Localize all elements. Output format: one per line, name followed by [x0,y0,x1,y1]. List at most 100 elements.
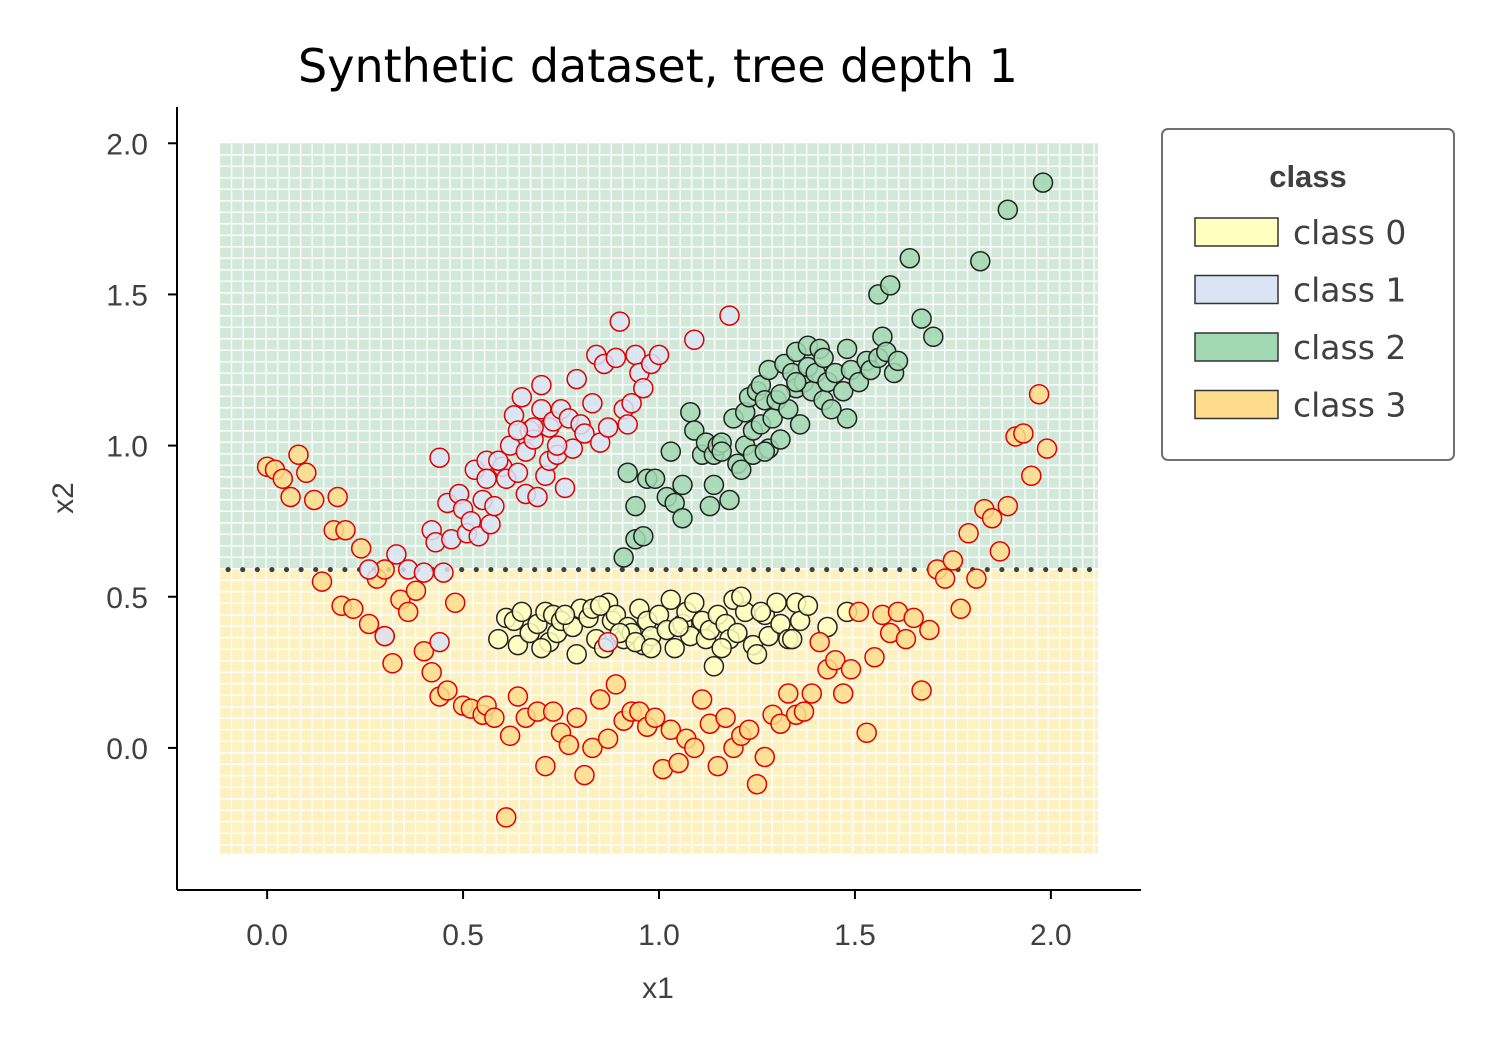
data-point-class-1 [511,386,533,408]
threshold-dot [225,566,231,573]
data-point-class-3 [1021,465,1042,487]
data-point-class-1 [554,477,576,499]
data-point-class-3 [1028,383,1050,405]
threshold-dot [882,566,888,573]
data-point-class-3 [856,722,877,744]
data-point-class-3 [335,519,356,541]
data-point-class-1 [429,631,450,653]
data-point-class-3 [793,701,815,722]
data-point-class-0 [711,637,732,659]
data-point-class-2 [887,350,909,372]
data-point-class-0 [797,595,819,617]
y-tick-label: 1.5 [106,279,148,312]
data-point-class-2 [731,459,752,481]
data-point-class-3 [934,568,956,589]
data-point-class-1 [648,344,670,366]
data-point-class-1 [617,414,638,435]
data-point-class-3 [542,701,564,722]
threshold-dot [984,566,990,573]
data-point-class-3 [597,728,619,750]
data-point-class-0 [781,628,803,650]
data-point-class-0 [731,586,752,608]
data-point-class-3 [327,486,348,508]
data-point-class-3 [754,746,776,768]
data-point-class-3 [684,737,705,759]
data-point-class-3 [715,707,736,728]
data-point-class-3 [280,486,301,508]
x-axis-label: x1 [642,972,674,1005]
data-point-class-3 [382,653,403,674]
data-point-class-3 [644,707,666,728]
data-point-class-1 [507,462,529,484]
data-point-class-0 [664,637,685,659]
data-point-class-3 [942,550,964,571]
threshold-dot [1072,566,1078,573]
data-point-class-2 [970,250,991,272]
data-point-class-0 [727,622,748,644]
threshold-dot [794,566,801,573]
data-point-class-2 [911,308,932,329]
data-point-class-3 [358,613,380,635]
data-point-class-3 [303,489,325,511]
threshold-dot [634,566,640,573]
data-point-class-3 [809,631,830,653]
data-point-class-1 [476,468,497,490]
data-point-class-3 [397,601,419,623]
data-point-class-1 [605,347,627,369]
y-ticks: 0.0 0.5 1.0 1.5 2.0 [106,128,177,766]
data-point-class-3 [778,683,799,704]
data-point-class-2 [672,507,693,529]
data-point-class-3 [311,571,333,592]
threshold-dot [605,566,611,573]
data-point-class-2 [836,338,858,360]
threshold-dot [692,566,698,573]
data-point-class-2 [770,429,791,450]
threshold-dot [561,566,567,573]
data-point-class-2 [617,462,638,484]
data-point-class-1 [413,562,435,583]
legend-swatch [1194,274,1279,305]
data-point-class-2 [923,326,944,348]
data-point-class-1 [358,559,380,580]
y-tick-label: 2.0 [106,128,148,161]
data-point-class-1 [488,450,509,471]
x-tick-label: 2.0 [1030,919,1072,952]
data-point-class-1 [582,393,603,414]
data-point-class-3 [444,592,466,614]
data-point-class-3 [746,773,768,795]
data-point-class-3 [919,619,940,641]
data-point-class-1 [374,625,395,647]
threshold-dot [721,566,728,573]
threshold-dot [240,566,246,573]
legend-label: class 0 [1293,213,1406,252]
data-point-class-3 [903,607,924,629]
threshold-dot [1043,566,1049,573]
legend-label: class 1 [1293,271,1406,310]
threshold-dot [546,566,552,573]
data-point-class-2 [785,371,807,393]
data-point-class-3 [605,674,627,695]
data-point-class-3 [558,734,580,756]
data-point-class-3 [499,725,521,747]
data-point-class-2 [703,474,725,496]
threshold-dot [502,566,509,573]
threshold-dot [327,566,333,573]
threshold-dot [809,566,815,573]
data-point-class-3 [582,737,603,759]
data-point-class-2 [613,547,634,568]
data-point-class-1 [386,544,407,565]
data-point-class-0 [684,592,705,614]
data-point-class-2 [821,399,842,420]
data-point-class-3 [272,468,294,490]
threshold-dot [619,566,625,573]
data-point-class-0 [668,616,689,638]
data-point-class-2 [813,347,834,369]
threshold-dot [897,566,903,573]
data-point-class-2 [672,474,693,496]
data-point-class-3 [911,680,932,701]
data-point-class-3 [589,689,611,710]
data-points [256,172,1058,828]
data-point-class-1 [609,311,631,332]
data-point-class-0 [640,637,662,659]
data-point-class-3 [668,752,689,774]
